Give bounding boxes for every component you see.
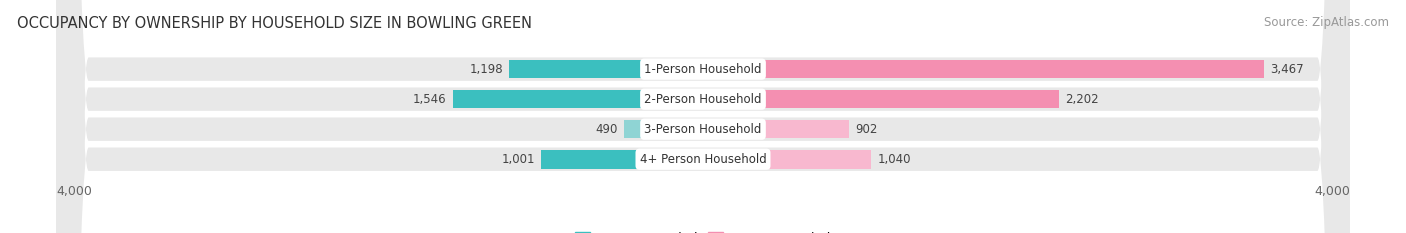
- Text: 3,467: 3,467: [1270, 63, 1303, 76]
- Text: 1-Person Household: 1-Person Household: [644, 63, 762, 76]
- Text: 2-Person Household: 2-Person Household: [644, 93, 762, 106]
- Text: 1,001: 1,001: [501, 153, 534, 166]
- Text: 2,202: 2,202: [1066, 93, 1099, 106]
- Bar: [703, 120, 849, 138]
- FancyBboxPatch shape: [56, 0, 1350, 233]
- Bar: [624, 120, 703, 138]
- Text: 4+ Person Household: 4+ Person Household: [640, 153, 766, 166]
- Text: 490: 490: [595, 123, 617, 136]
- Text: 1,198: 1,198: [470, 63, 503, 76]
- Text: OCCUPANCY BY OWNERSHIP BY HOUSEHOLD SIZE IN BOWLING GREEN: OCCUPANCY BY OWNERSHIP BY HOUSEHOLD SIZE…: [17, 16, 531, 31]
- Text: 1,546: 1,546: [413, 93, 447, 106]
- Text: 3-Person Household: 3-Person Household: [644, 123, 762, 136]
- Bar: [453, 90, 703, 109]
- Text: 1,040: 1,040: [877, 153, 911, 166]
- Bar: [703, 90, 1059, 109]
- Text: Source: ZipAtlas.com: Source: ZipAtlas.com: [1264, 16, 1389, 29]
- Bar: [703, 150, 872, 168]
- FancyBboxPatch shape: [56, 0, 1350, 233]
- Text: 902: 902: [855, 123, 877, 136]
- Legend: Owner-occupied, Renter-occupied: Owner-occupied, Renter-occupied: [569, 227, 837, 233]
- Bar: [541, 150, 703, 168]
- Bar: [703, 60, 1264, 79]
- FancyBboxPatch shape: [56, 0, 1350, 233]
- FancyBboxPatch shape: [56, 0, 1350, 233]
- Bar: [509, 60, 703, 79]
